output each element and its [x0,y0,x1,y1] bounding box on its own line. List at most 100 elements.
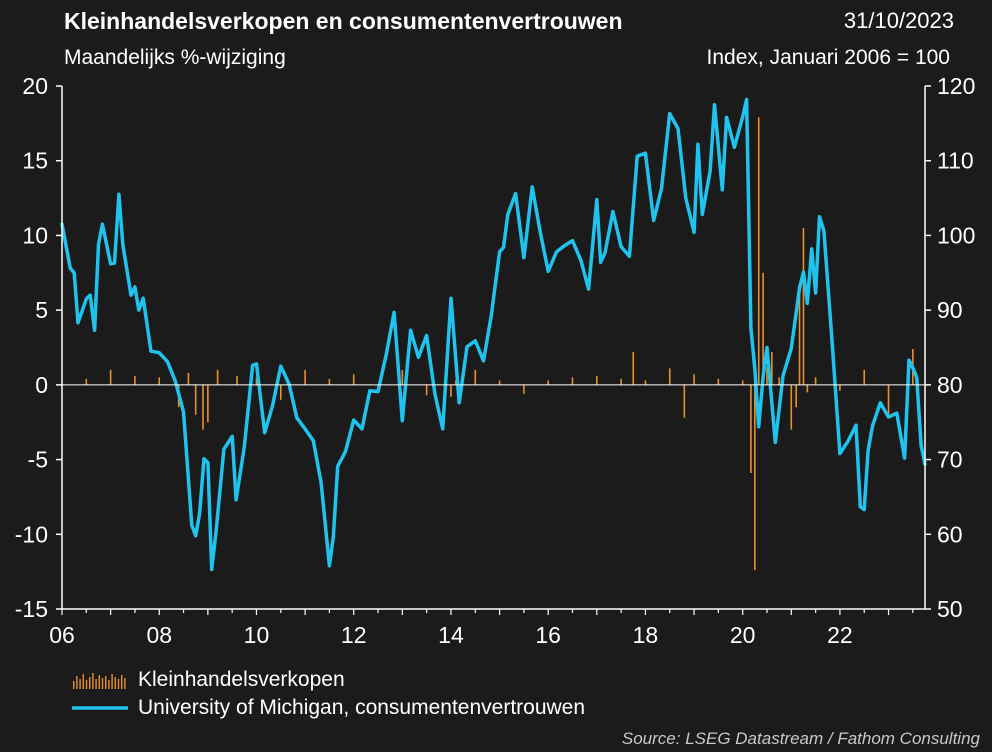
retail-bar [134,375,136,385]
retail-bar [766,366,768,385]
right-axis-label: Index, Januari 2006 = 100 [706,46,950,69]
legend-line-swatch [72,706,128,710]
x-tick-label: 10 [244,622,270,648]
right-tick-label: 80 [937,372,963,398]
retail-bar [683,384,686,418]
x-tick-label: 20 [730,622,756,648]
legend-label-retail: Kleinhandelsverkopen [138,668,345,691]
x-tick-label: 18 [633,622,659,648]
chart-title: Kleinhandelsverkopen en consumentenvertr… [64,8,623,34]
legend-item-sentiment: University of Michigan, consumentenvertr… [72,695,585,721]
retail-bar [596,375,598,385]
retail-bar [425,384,428,396]
retail-bar [771,351,773,385]
retail-bar [474,369,477,385]
chart-date: 31/10/2023 [843,8,954,33]
right-tick-label: 120 [937,73,975,99]
retail-bar [741,380,744,385]
legend-bar [85,680,88,689]
retail-bar [632,351,635,385]
left-tick-label: 10 [22,222,48,248]
legend-bar [117,679,120,689]
left-tick-label: -5 [28,447,48,473]
retail-bar [194,384,197,415]
retail-bar [762,272,764,385]
legend-bar [111,674,113,689]
retail-bar [202,384,204,430]
retail-bar [693,374,695,385]
x-tick-label: 14 [438,622,464,648]
left-tick-label: 0 [35,372,48,398]
retail-bar [754,384,756,571]
source-note: Source: LSEG Datastream / Fathom Consult… [621,729,980,748]
legend-item-retail: Kleinhandelsverkopen [72,667,345,693]
legend-bar [105,676,107,689]
left-tick-label: -10 [15,521,48,547]
legend-bar [124,678,126,689]
legend-bar [114,677,116,689]
right-tick-label: 110 [937,148,974,174]
right-tick-label: 90 [937,297,963,323]
retail-bar [620,378,622,385]
retail-bar [795,384,797,408]
legend-bar [89,677,91,689]
retail-bar [236,375,238,385]
x-tick-label: 06 [49,622,75,648]
legend-bar [95,679,97,689]
sentiment-line-layer [60,97,927,572]
retail-bar [757,117,760,385]
retail-bar [455,380,457,385]
retail-bar [109,369,112,385]
legend-bar [108,680,110,689]
right-tick-label: 70 [937,447,963,473]
legend-bar [121,675,123,689]
retail-bar [523,384,525,394]
x-tick-label: 22 [827,622,853,648]
retail-bar [279,384,282,400]
retail-bar [571,377,574,385]
x-tick-label: 08 [146,622,172,648]
left-tick-label: 20 [22,73,48,99]
retail-bar [778,377,780,385]
retail-bar [498,380,501,385]
retail-sales-bars [85,117,914,571]
left-tick-label: 5 [35,297,48,323]
retail-bar [255,377,258,385]
retail-bar [887,384,890,415]
legend-bars-swatch [73,673,126,689]
legend-bar [79,679,81,689]
legend-bar [82,674,84,689]
retail-bar [85,378,88,385]
retail-bar [352,374,355,385]
legend-bar [73,681,75,689]
left-axis-label: Maandelijks %-wijziging [64,46,286,69]
retail-bar [750,384,752,474]
legend-bar [101,678,104,689]
legend-bar [92,673,94,689]
retail-bar [798,292,801,385]
retail-bar [839,384,841,391]
retail-bar [668,368,671,385]
sentiment-line [60,97,927,572]
retail-bar [401,369,404,385]
x-tick-label: 16 [535,622,561,648]
x-tick-label: 12 [341,622,367,648]
right-tick-label: 100 [937,222,975,248]
retail-bar [547,380,549,385]
retail-bar [216,369,219,385]
right-tick-label: 50 [937,596,963,622]
retail-bar [806,384,809,393]
legend-label-sentiment: University of Michigan, consumentenvertr… [138,696,586,719]
retail-bar [814,377,817,385]
retail-bar [802,227,805,385]
retail-bar [207,384,209,423]
retail-bar [158,377,161,385]
axes: -15 -10 -5 0 5 10 15 20 50 60 70 80 90 100 110 120 06 08 1… [15,73,976,648]
retail-bar [863,369,866,385]
legend-bar [98,675,100,689]
retail-bar [644,380,647,385]
left-tick-label: -15 [15,596,48,622]
legend-bar [76,676,78,689]
retail-bar [328,378,331,385]
